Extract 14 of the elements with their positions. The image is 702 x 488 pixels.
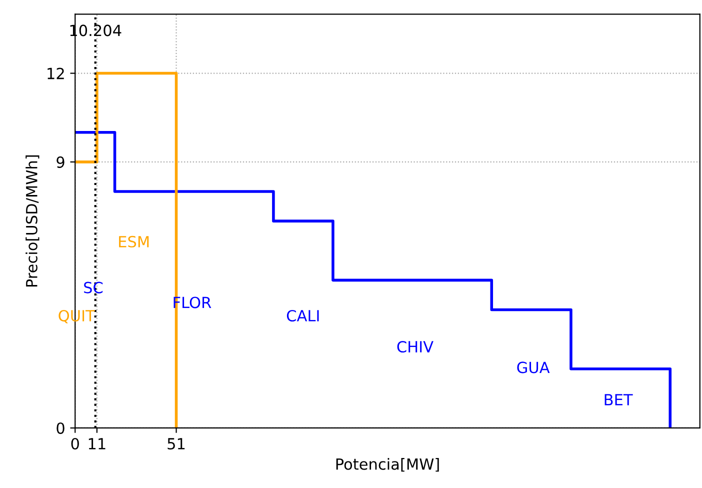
- x-tick-label: 51: [168, 438, 185, 450]
- y-tick-label: 12: [48, 68, 64, 80]
- annotation: GUA: [517, 362, 550, 374]
- x-tick-label: 0: [71, 438, 79, 450]
- annotation: ESM: [119, 236, 149, 248]
- x-axis-title: Potencia[MW]: [336, 458, 439, 472]
- y-tick-label: 9: [56, 156, 64, 168]
- annotation: SC: [84, 282, 103, 294]
- annotation: BET: [604, 394, 633, 406]
- annotation: CALI: [286, 310, 319, 322]
- y-tick-label: 0: [56, 422, 64, 434]
- x-tick-label: 11: [88, 438, 106, 450]
- y-axis-title: Precio[USD/MWh]: [26, 155, 40, 287]
- annotation: CHIV: [397, 340, 434, 353]
